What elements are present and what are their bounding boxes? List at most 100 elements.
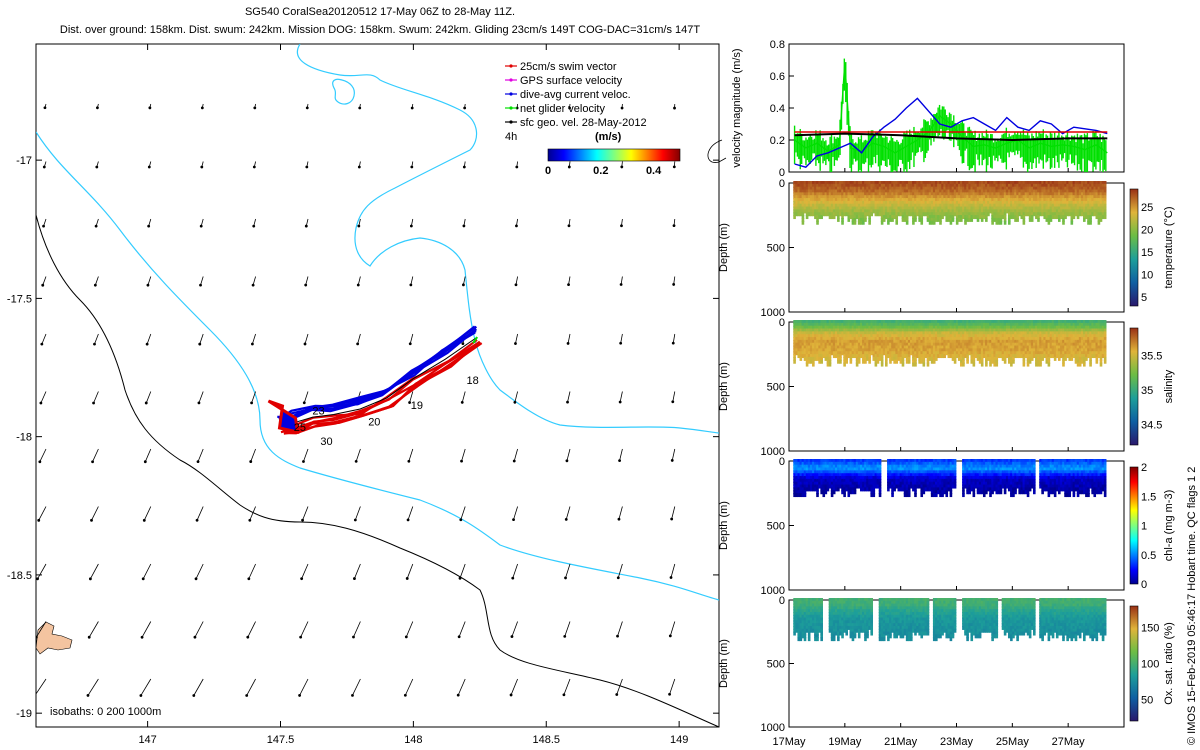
profile-sample — [1060, 209, 1063, 214]
profile-sample — [989, 334, 992, 339]
current-arrow-head — [565, 459, 569, 463]
profile-sample — [878, 186, 882, 191]
profile-sample — [1058, 354, 1061, 359]
profile-sample — [893, 320, 896, 324]
profile-sample — [947, 334, 951, 339]
profile-sample — [928, 217, 932, 222]
profile-sample — [824, 470, 828, 475]
profile-sample — [797, 198, 801, 203]
profile-sample — [1020, 354, 1024, 359]
profile-sample — [824, 348, 828, 353]
profile-sample — [918, 334, 921, 339]
profile-sample — [793, 339, 796, 344]
profile-sample — [995, 203, 999, 208]
profile-sample — [832, 206, 836, 211]
profile-sample — [1093, 328, 1097, 333]
profile-sample — [839, 209, 842, 214]
profile-sample — [843, 345, 846, 350]
profile-sample — [1060, 328, 1063, 333]
profile-sample — [955, 186, 959, 191]
profile-sample — [816, 328, 819, 333]
profile-sample — [943, 192, 946, 197]
profile-sample — [889, 331, 892, 336]
profile-sample — [816, 215, 819, 220]
profile-sample — [1003, 217, 1007, 222]
profile-sample — [1045, 186, 1049, 191]
current-arrow-head — [460, 401, 464, 404]
profile-sample — [1053, 212, 1057, 217]
profile-sample — [1089, 181, 1092, 185]
profile-sample — [987, 192, 990, 197]
profile-sample — [1016, 328, 1019, 333]
profile-sample — [1039, 186, 1042, 191]
profile-sample — [876, 342, 880, 347]
profile-sample — [895, 212, 899, 217]
profile-sample — [989, 328, 992, 333]
profile-sample — [978, 351, 982, 356]
profile-sample — [914, 362, 917, 367]
profile-sample — [993, 339, 996, 344]
profile-sample — [987, 320, 990, 324]
profile-sample — [874, 337, 878, 342]
profile-sample — [820, 478, 823, 483]
profile-sample — [864, 189, 867, 194]
profile-sample — [878, 345, 882, 350]
profile-sample — [866, 356, 869, 361]
profile-sample — [1016, 195, 1019, 200]
profile-sample — [966, 348, 969, 353]
profile-sample — [828, 203, 832, 208]
profile-sample — [853, 337, 857, 342]
profile-sample — [991, 339, 994, 344]
depth-colorbar-tick-label: 25 — [1141, 202, 1153, 214]
profile-sample — [903, 328, 907, 333]
profile-sample — [991, 356, 994, 361]
profile-sample — [949, 189, 953, 194]
profile-sample — [851, 215, 855, 220]
profile-sample — [1085, 215, 1088, 220]
profile-sample — [893, 345, 896, 350]
profile-sample — [966, 203, 969, 208]
profile-sample — [855, 325, 859, 330]
profile-sample — [884, 362, 888, 367]
profile-sample — [928, 200, 932, 205]
profile-sample — [930, 206, 934, 211]
profile-sample — [960, 351, 963, 356]
profile-sample — [874, 183, 878, 188]
profile-sample — [1051, 339, 1055, 344]
profile-sample — [814, 192, 817, 197]
profile-sample — [1035, 339, 1038, 344]
profile-sample — [899, 331, 903, 336]
profile-sample — [993, 183, 996, 188]
profile-sample — [968, 345, 971, 350]
profile-sample — [976, 198, 980, 203]
profile-sample — [912, 186, 915, 191]
profile-sample — [857, 220, 861, 225]
profile-sample — [1043, 339, 1047, 344]
profile-sample — [793, 186, 796, 191]
profile-sample — [932, 354, 936, 359]
profile-sample — [943, 339, 946, 344]
profile-sample — [880, 354, 884, 359]
profile-sample — [914, 359, 917, 364]
current-arrow-head — [405, 577, 409, 580]
profile-sample — [932, 183, 936, 188]
profile-sample — [841, 181, 844, 185]
profile-sample — [799, 342, 803, 347]
profile-sample — [1045, 189, 1049, 194]
profile-sample — [1078, 362, 1082, 367]
profile-sample — [793, 464, 796, 469]
profile-sample — [1030, 192, 1034, 197]
profile-sample — [812, 334, 815, 339]
profile-sample — [870, 331, 874, 336]
profile-sample — [814, 481, 817, 486]
profile-sample — [832, 354, 836, 359]
profile-sample — [1012, 203, 1015, 208]
profile-sample — [945, 212, 949, 217]
profile-sample — [1099, 342, 1103, 347]
profile-sample — [1060, 183, 1063, 188]
profile-sample — [1024, 325, 1028, 330]
profile-sample — [1085, 186, 1088, 191]
profile-sample — [1095, 356, 1099, 361]
profile-sample — [807, 484, 811, 489]
profile-sample — [1053, 325, 1057, 330]
